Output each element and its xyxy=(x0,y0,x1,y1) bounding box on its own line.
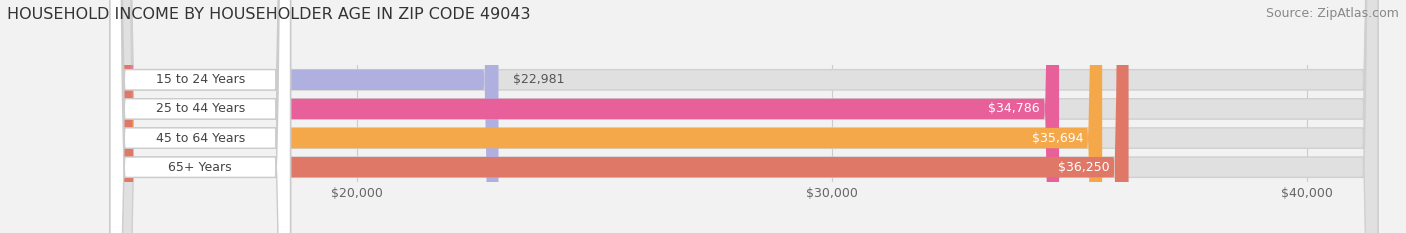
FancyBboxPatch shape xyxy=(110,0,291,233)
Text: $35,694: $35,694 xyxy=(1032,132,1083,144)
Text: $36,250: $36,250 xyxy=(1057,161,1109,174)
Text: HOUSEHOLD INCOME BY HOUSEHOLDER AGE IN ZIP CODE 49043: HOUSEHOLD INCOME BY HOUSEHOLDER AGE IN Z… xyxy=(7,7,530,22)
FancyBboxPatch shape xyxy=(120,0,1378,233)
FancyBboxPatch shape xyxy=(120,0,1129,233)
FancyBboxPatch shape xyxy=(120,0,1378,233)
Text: Source: ZipAtlas.com: Source: ZipAtlas.com xyxy=(1265,7,1399,20)
Text: 15 to 24 Years: 15 to 24 Years xyxy=(156,73,245,86)
Text: $22,981: $22,981 xyxy=(513,73,564,86)
Text: $34,786: $34,786 xyxy=(988,103,1040,115)
Text: 45 to 64 Years: 45 to 64 Years xyxy=(156,132,245,144)
FancyBboxPatch shape xyxy=(110,0,291,233)
FancyBboxPatch shape xyxy=(120,0,499,233)
FancyBboxPatch shape xyxy=(110,0,291,233)
FancyBboxPatch shape xyxy=(110,0,291,233)
Text: 65+ Years: 65+ Years xyxy=(169,161,232,174)
FancyBboxPatch shape xyxy=(120,0,1059,233)
FancyBboxPatch shape xyxy=(120,0,1102,233)
Text: 25 to 44 Years: 25 to 44 Years xyxy=(156,103,245,115)
FancyBboxPatch shape xyxy=(120,0,1378,233)
FancyBboxPatch shape xyxy=(120,0,1378,233)
